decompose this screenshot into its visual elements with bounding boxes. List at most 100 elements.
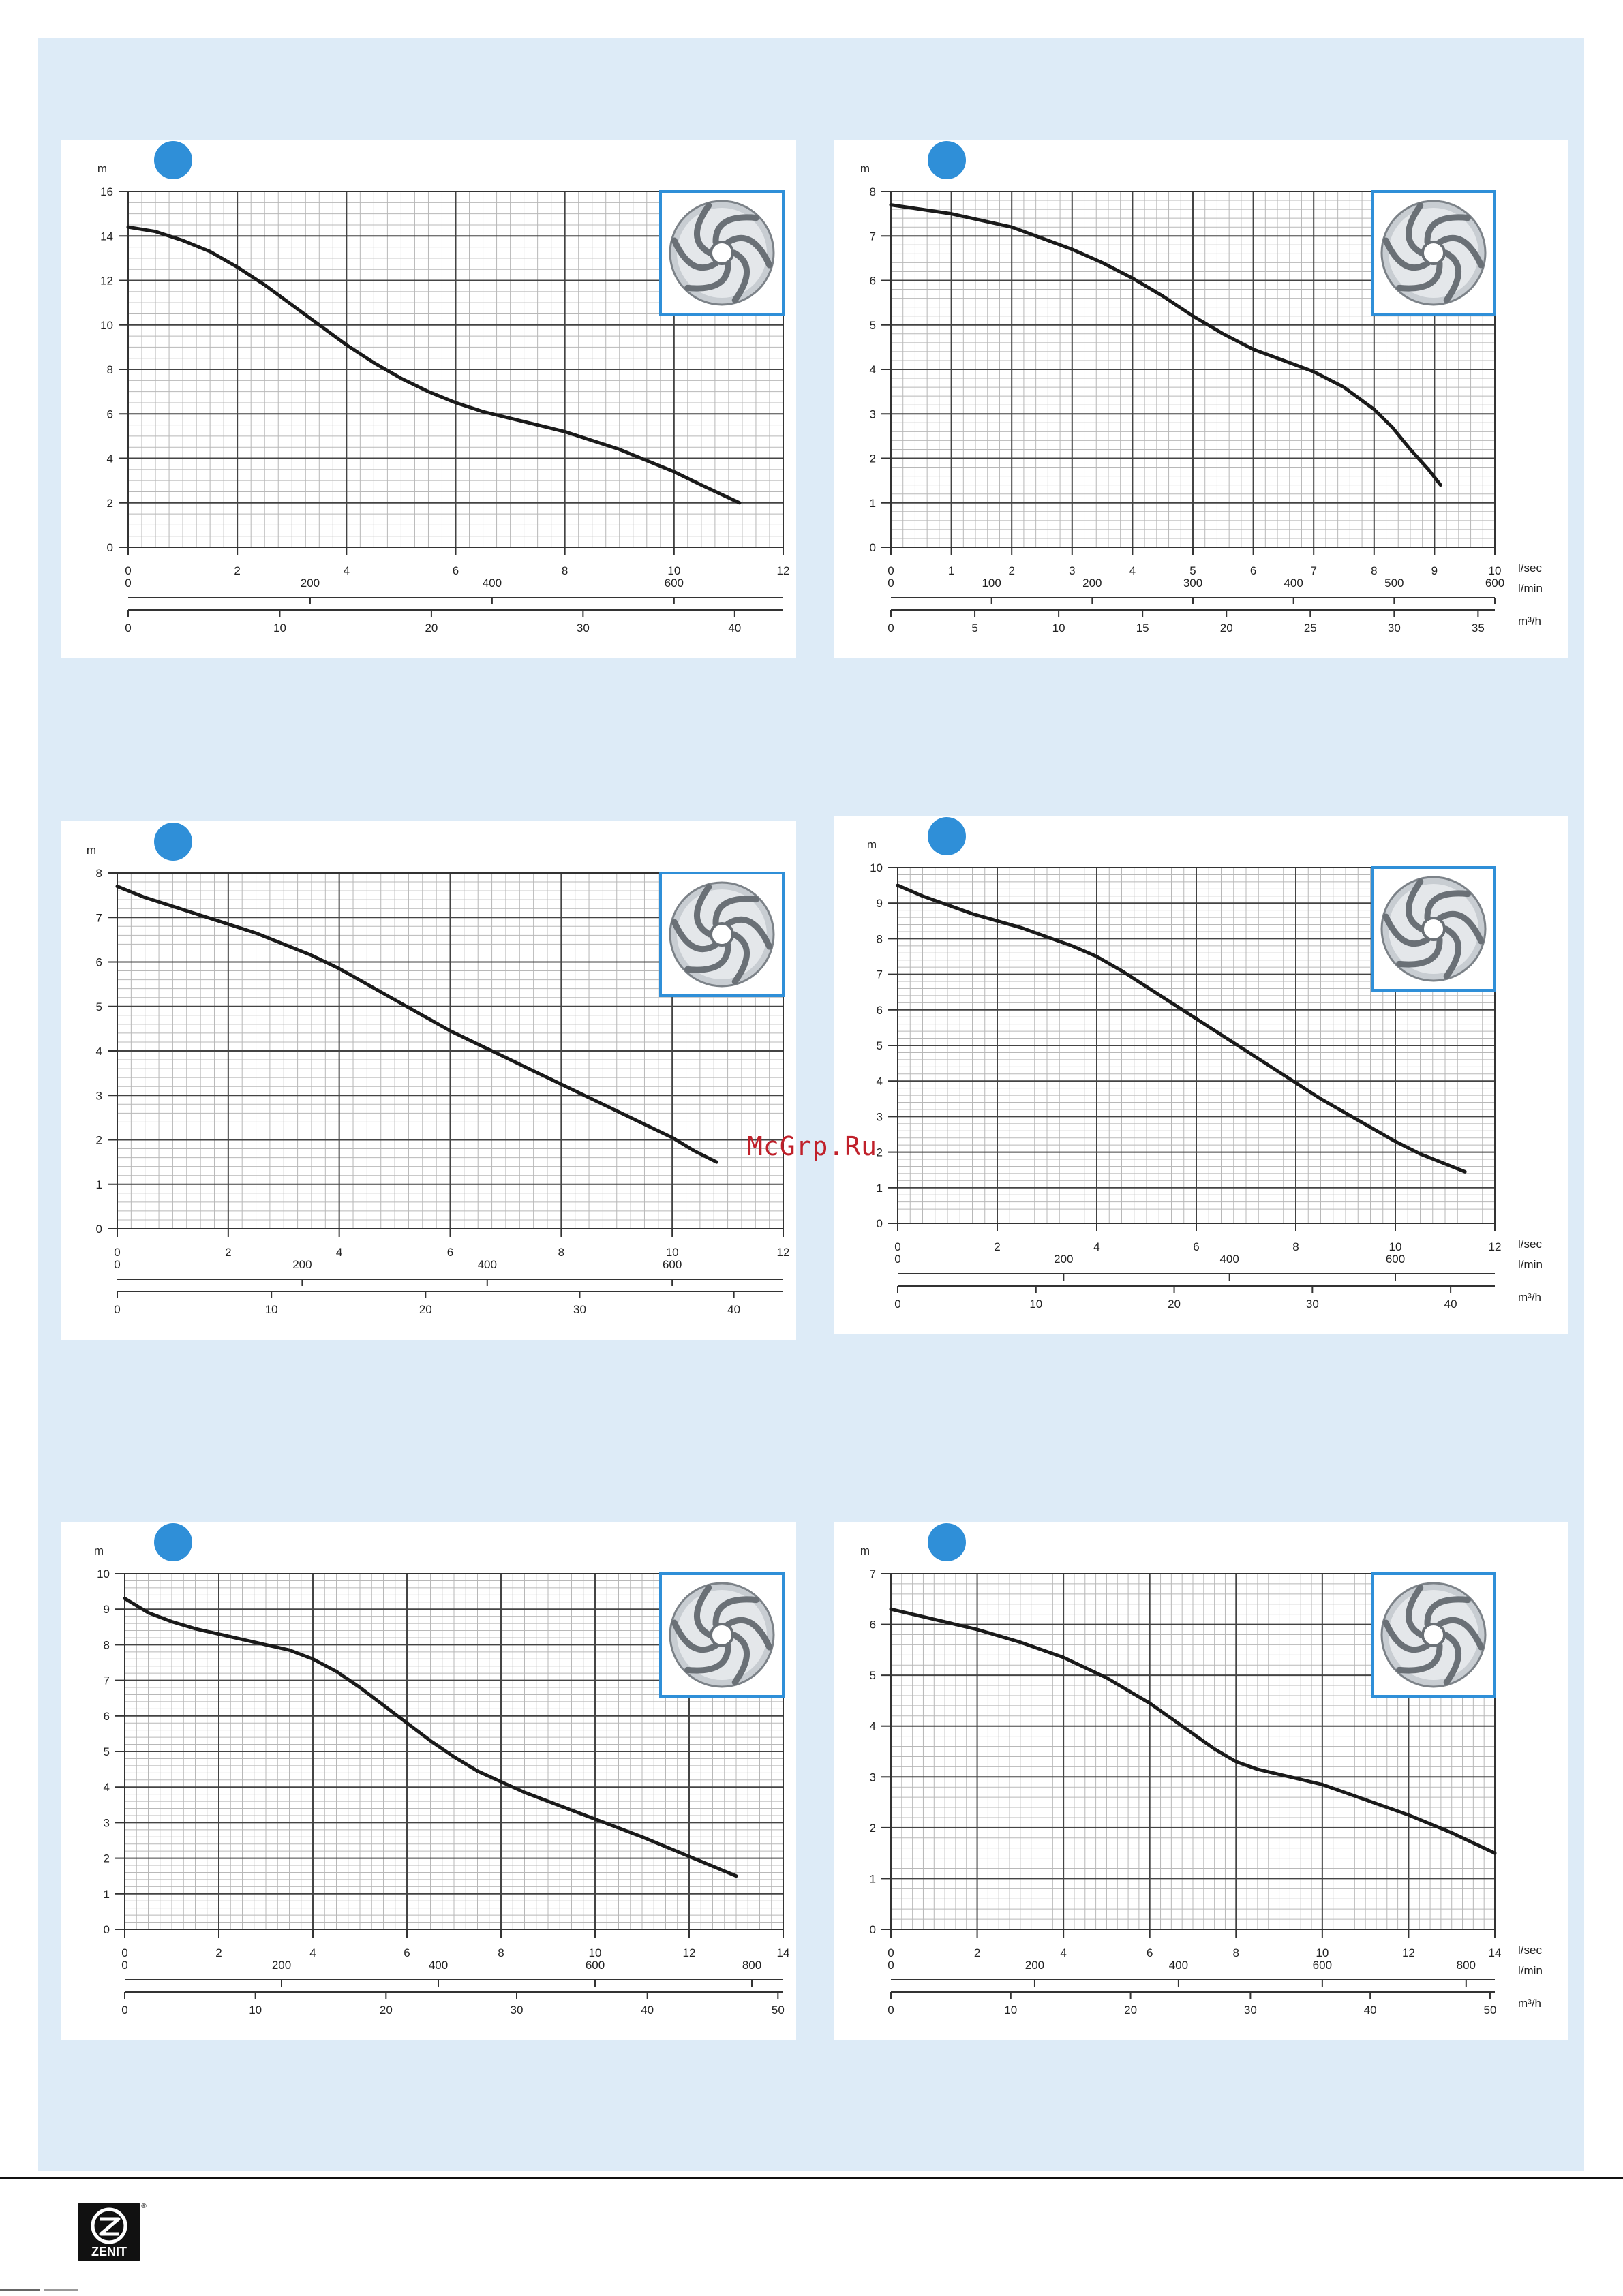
lmin-tick-label: 400 bbox=[1169, 1959, 1188, 1972]
y-tick-label: 2 bbox=[870, 1822, 876, 1835]
watermark-text: McGrp.Ru bbox=[747, 1131, 878, 1161]
chart-card-1: 0246810121416m024681012l/sec0200400600l/… bbox=[61, 140, 796, 658]
m3h-tick-label: 15 bbox=[1136, 622, 1149, 634]
lmin-tick-label: 400 bbox=[1284, 577, 1303, 590]
lsec-tick-label: 8 bbox=[1292, 1240, 1299, 1253]
bottom-edge-mark bbox=[0, 2289, 78, 2291]
lsec-tick-label: 7 bbox=[1310, 564, 1316, 577]
lsec-tick-label: 6 bbox=[1250, 564, 1256, 577]
m3h-tick-label: 40 bbox=[727, 1303, 740, 1316]
lsec-tick-label: 5 bbox=[1189, 564, 1196, 577]
chart-3-svg: 012345678m024681012l/sec0200400600l/min0… bbox=[87, 823, 789, 1316]
lsec-tick-label: 10 bbox=[1316, 1946, 1329, 1959]
m3h-tick-label: 30 bbox=[1244, 2004, 1257, 2017]
lsec-tick-label: 2 bbox=[215, 1946, 222, 1959]
y-tick-label: 2 bbox=[877, 1146, 883, 1159]
lsec-tick-label: 0 bbox=[125, 564, 131, 577]
m3h-tick-label: 0 bbox=[114, 1303, 120, 1316]
y-tick-label: 5 bbox=[877, 1039, 883, 1052]
lsec-tick-label: 2 bbox=[974, 1946, 980, 1959]
lsec-tick-label: 12 bbox=[1402, 1946, 1415, 1959]
lsec-tick-label: 1 bbox=[948, 564, 954, 577]
m3h-tick-label: 0 bbox=[121, 2004, 127, 2017]
chart-card-5: 012345678910m02468101214l/sec02004006008… bbox=[61, 1522, 796, 2040]
chart-1-svg: 0246810121416m024681012l/sec0200400600l/… bbox=[97, 141, 789, 634]
lsec-tick-label: 4 bbox=[1129, 564, 1136, 577]
lsec-tick-label: 6 bbox=[1193, 1240, 1199, 1253]
m3h-tick-label: 10 bbox=[249, 2004, 262, 2017]
y-tick-label: 9 bbox=[104, 1603, 110, 1616]
lmin-unit-label: l/min bbox=[1518, 1258, 1543, 1271]
lsec-tick-label: 8 bbox=[558, 1246, 564, 1259]
m3h-tick-label: 20 bbox=[419, 1303, 432, 1316]
lmin-unit-label: l/min bbox=[1518, 582, 1543, 595]
m3h-tick-label: 20 bbox=[380, 2004, 393, 2017]
m3h-tick-label: 30 bbox=[1306, 1298, 1319, 1311]
lsec-tick-label: 0 bbox=[888, 564, 894, 577]
blue-circle-icon bbox=[154, 141, 192, 179]
lsec-tick-label: 4 bbox=[1093, 1240, 1099, 1253]
lmin-tick-label: 0 bbox=[125, 577, 131, 590]
m3h-tick-label: 30 bbox=[511, 2004, 524, 2017]
blue-circle-icon bbox=[154, 1523, 192, 1561]
chart-5-svg: 012345678910m02468101214l/sec02004006008… bbox=[94, 1523, 789, 2017]
lsec-tick-label: 10 bbox=[1489, 564, 1502, 577]
y-tick-label: 5 bbox=[96, 1000, 102, 1013]
lsec-tick-label: 0 bbox=[888, 1946, 894, 1959]
y-axis-label: m bbox=[860, 162, 870, 175]
m3h-tick-label: 30 bbox=[573, 1303, 586, 1316]
lmin-tick-label: 800 bbox=[1457, 1959, 1476, 1972]
y-tick-label: 0 bbox=[107, 541, 113, 554]
lsec-tick-label: 4 bbox=[344, 564, 350, 577]
zenit-logo: ZENIT ® bbox=[78, 2203, 147, 2261]
y-tick-label: 0 bbox=[877, 1217, 883, 1230]
blue-circle-icon bbox=[928, 1523, 966, 1561]
y-tick-label: 3 bbox=[877, 1110, 883, 1123]
lmin-tick-label: 400 bbox=[1219, 1253, 1239, 1266]
performance-curve bbox=[126, 225, 742, 505]
lsec-tick-label: 4 bbox=[336, 1246, 342, 1259]
m3h-tick-label: 50 bbox=[1484, 2004, 1497, 2017]
m3h-tick-label: 10 bbox=[1004, 2004, 1017, 2017]
y-tick-label: 4 bbox=[96, 1045, 102, 1058]
y-tick-label: 5 bbox=[870, 319, 876, 332]
lsec-unit-label: l/sec bbox=[1518, 562, 1542, 575]
m3h-tick-label: 0 bbox=[888, 2004, 894, 2017]
y-tick-label: 7 bbox=[870, 1567, 876, 1580]
lsec-unit-label: l/sec bbox=[1518, 1238, 1542, 1251]
m3h-tick-label: 20 bbox=[1168, 1298, 1181, 1311]
lsec-tick-label: 8 bbox=[498, 1946, 504, 1959]
lmin-tick-label: 200 bbox=[1054, 1253, 1073, 1266]
performance-curve bbox=[896, 883, 1467, 1174]
lsec-tick-label: 10 bbox=[589, 1946, 602, 1959]
lsec-tick-label: 6 bbox=[447, 1246, 453, 1259]
y-tick-label: 4 bbox=[870, 363, 876, 376]
lmin-tick-label: 0 bbox=[894, 1253, 900, 1266]
y-tick-label: 7 bbox=[96, 911, 102, 924]
m3h-tick-label: 0 bbox=[894, 1298, 900, 1311]
lmin-tick-label: 600 bbox=[663, 1258, 682, 1271]
y-axis-label: m bbox=[867, 838, 877, 851]
lmin-tick-label: 400 bbox=[478, 1258, 497, 1271]
y-axis-label: m bbox=[97, 162, 107, 175]
lmin-tick-label: 600 bbox=[586, 1959, 605, 1972]
lsec-tick-label: 6 bbox=[453, 564, 459, 577]
m3h-tick-label: 10 bbox=[265, 1303, 278, 1316]
lsec-tick-label: 2 bbox=[1008, 564, 1014, 577]
lsec-tick-label: 4 bbox=[1060, 1946, 1066, 1959]
lsec-tick-label: 3 bbox=[1069, 564, 1075, 577]
lmin-tick-label: 400 bbox=[429, 1959, 448, 1972]
y-tick-label: 2 bbox=[96, 1134, 102, 1147]
chart-card-3: 012345678m024681012l/sec0200400600l/min0… bbox=[61, 821, 796, 1340]
y-tick-label: 6 bbox=[870, 1619, 876, 1632]
lmin-unit-label: l/min bbox=[1518, 1964, 1543, 1977]
lmin-tick-label: 500 bbox=[1384, 577, 1404, 590]
lsec-tick-label: 8 bbox=[562, 564, 568, 577]
chart-card-2: 0 1 2 3 4 5 6 7 8 m 0 1 2 3 4 5 6 7 8 9 10 l/sec 0 100 200 300 400… bbox=[834, 140, 1568, 658]
m3h-unit-label: m³/h bbox=[1518, 1291, 1541, 1304]
lsec-tick-label: 0 bbox=[121, 1946, 127, 1959]
lsec-tick-label: 8 bbox=[1233, 1946, 1239, 1959]
m3h-tick-label: 5 bbox=[971, 622, 977, 634]
